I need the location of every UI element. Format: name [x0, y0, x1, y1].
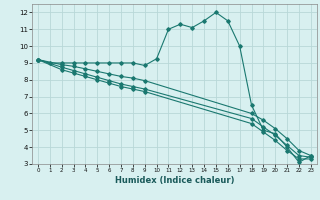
X-axis label: Humidex (Indice chaleur): Humidex (Indice chaleur)	[115, 176, 234, 185]
